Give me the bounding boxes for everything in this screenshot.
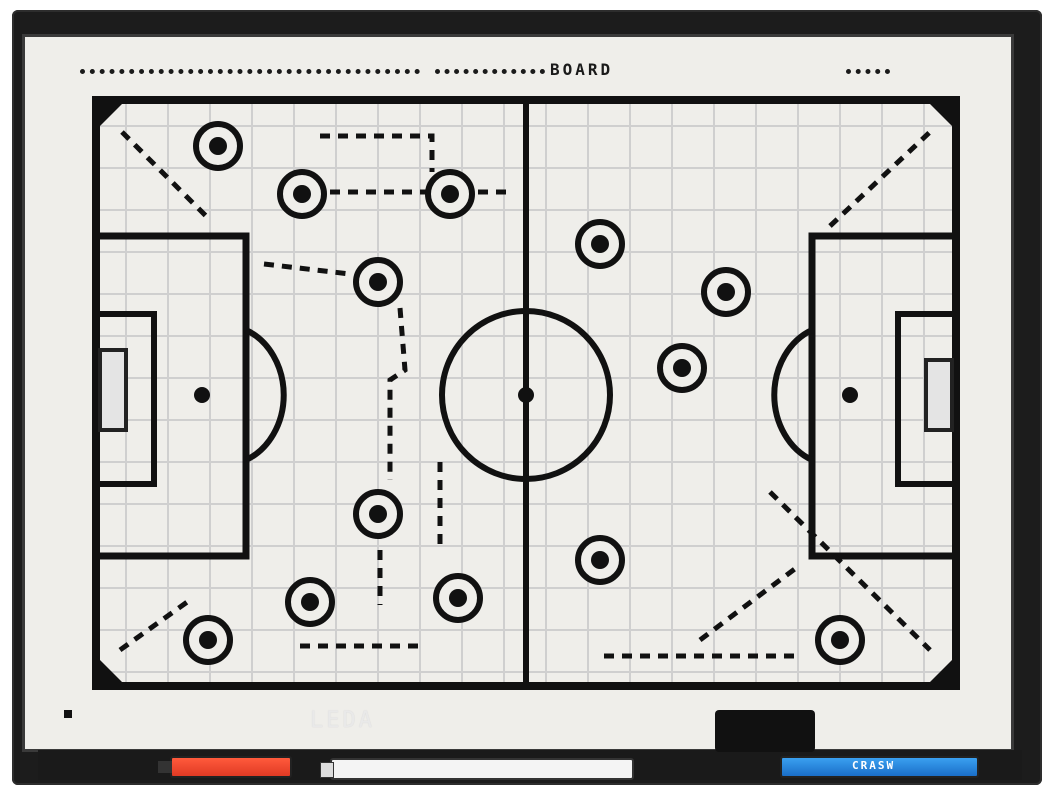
player-marker-icon (193, 121, 243, 171)
movement-line (768, 490, 932, 652)
white-marker-pen[interactable] (320, 758, 634, 780)
player-marker-icon (183, 615, 233, 665)
movement-line (263, 261, 351, 277)
movement-line (698, 563, 802, 642)
left-goal-area (93, 311, 157, 487)
header-dash-middle (435, 69, 545, 74)
player-marker-icon (657, 343, 707, 393)
corner-mark-bottom-left (96, 656, 126, 686)
right-goal-area (895, 311, 959, 487)
player-marker-icon (353, 257, 403, 307)
player-markers (183, 121, 865, 665)
board-header: BOARD (40, 60, 980, 84)
left-penalty-arc (244, 327, 287, 463)
player-marker-icon (433, 573, 483, 623)
surface-dot (64, 710, 72, 718)
red-marker-pen[interactable] (158, 756, 292, 778)
movement-lines (118, 130, 932, 659)
left-penalty-spot (194, 387, 210, 403)
player-marker-icon (575, 219, 625, 269)
movement-line (120, 130, 212, 222)
movement-line (387, 307, 408, 480)
header-dash-left (80, 69, 420, 74)
movement-line (828, 130, 932, 228)
corner-mark-bottom-right (926, 656, 956, 686)
player-marker-icon (353, 489, 403, 539)
movement-line (118, 597, 192, 653)
right-penalty-spot (842, 387, 858, 403)
right-penalty-arc (771, 327, 814, 463)
right-goal (924, 358, 954, 432)
movement-line (320, 133, 435, 172)
player-marker-icon (277, 169, 327, 219)
player-marker-icon (815, 615, 865, 665)
corner-mark-top-right (926, 100, 956, 130)
center-circle (439, 308, 613, 482)
marker-pen-label: CRASW (852, 759, 896, 772)
player-marker-icon (575, 535, 625, 585)
board-title: BOARD (550, 60, 614, 79)
player-marker-icon (285, 577, 335, 627)
board-brand-label: LEDA (310, 708, 375, 733)
left-goal (98, 348, 128, 432)
center-spot (518, 387, 534, 403)
eraser-icon[interactable] (715, 710, 815, 752)
player-marker-icon (701, 267, 751, 317)
corner-mark-top-left (96, 100, 126, 130)
player-marker-icon (425, 169, 475, 219)
header-dash-right (846, 69, 890, 74)
blue-marker-pen[interactable]: CRASW (780, 756, 979, 778)
